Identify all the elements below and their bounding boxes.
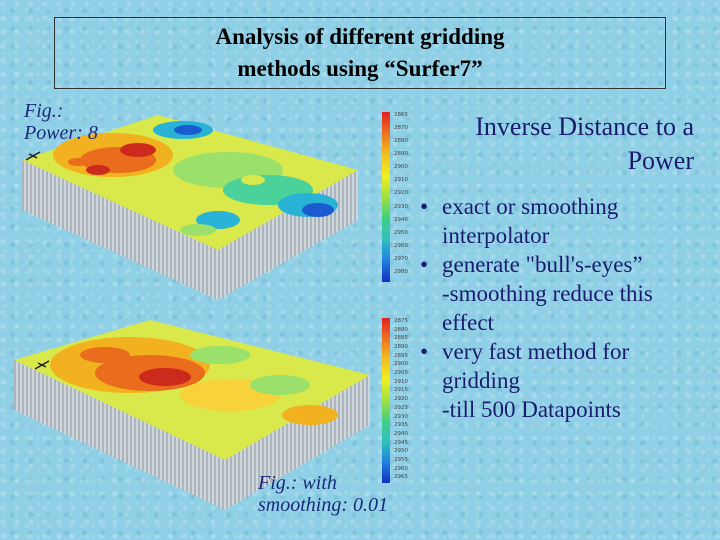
legend-tick-label: 2910 [394,177,408,184]
figure-label-line: Power: 8 [24,122,98,144]
slide-title: Analysis of different gridding methods u… [54,17,666,89]
legend-tick-label: 2890 [394,344,408,351]
bullet-item: very fast method for gridding -till 500 … [420,337,710,424]
figure-label-line: smoothing: 0.01 [258,494,388,516]
legend-tick-label: 2925 [394,404,408,411]
bullet-text: exact or smoothing interpolator [442,194,619,248]
legend-tick-label: 2950 [394,448,408,455]
figure-label-line: Fig.: [24,100,64,122]
legend-tick-label: 2865 [394,112,408,118]
legend-tick-label: 2910 [394,378,408,385]
slide-title-line1: Analysis of different gridding [215,24,505,49]
legend-tick-label: 2900 [394,164,408,171]
legend-tick-label: 2935 [394,422,408,429]
bullet-item: exact or smoothing interpolator [420,192,710,250]
legend-tick-label: 2895 [394,352,408,359]
legend-tick-label: 2940 [394,216,408,223]
legend-tick-label: 2870 [394,125,408,132]
figure-label-top: Fig.: Power: 8 [24,100,98,144]
surface-map-power-8 [22,115,358,300]
bullet-list: exact or smoothing interpolator generate… [420,192,710,424]
legend-tick-label: 2965 [394,474,408,481]
color-legend-bottom: 2875 2880 2885 2890 2895 2900 2905 2910 2915 2920… [382,318,442,488]
figure-label-line: Fig.: with [258,472,337,494]
legend-tick-label: 2950 [394,229,408,236]
legend-tick-label: 2960 [394,242,408,249]
legend-tick-label: 2930 [394,203,408,210]
legend-color-bar [382,112,390,282]
legend-tick-label: 2970 [394,255,408,262]
legend-tick-label: 2920 [394,396,408,403]
legend-tick-label: 2945 [394,439,408,446]
method-heading: Inverse Distance to a Power [420,110,694,178]
legend-tick-label: 2955 [394,456,408,463]
method-heading-line2: Power [627,146,694,175]
legend-color-bar [382,318,390,483]
legend-tick-label: 2900 [394,361,408,368]
legend-tick-label: 2880 [394,326,408,333]
legend-tick-label: 2890 [394,151,408,158]
north-arrow-icon [25,151,41,161]
figure-label-bottom: Fig.: with smoothing: 0.01 [258,472,388,516]
legend-tick-label: 2980 [394,268,408,275]
bullet-subtext: -till 500 Datapoints [442,397,621,422]
legend-tick-label: 2905 [394,370,408,377]
legend-tick-label: 2920 [394,190,408,197]
north-arrow-icon [34,360,50,370]
method-heading-line1: Inverse Distance to a [475,112,694,141]
bullet-subtext: -smoothing reduce this effect [442,281,653,335]
bullet-text: generate "bull's-eyes” [442,252,643,277]
legend-tick-label: 2930 [394,413,408,420]
legend-tick-label: 2880 [394,138,408,145]
legend-tick-label: 2940 [394,430,408,437]
surface-map-smoothing [14,320,370,510]
legend-tick-label: 2875 [394,318,408,324]
bullet-text: very fast method for gridding [442,339,630,393]
bullet-item: generate "bull's-eyes” -smoothing reduce… [420,250,710,337]
legend-tick-label: 2960 [394,465,408,472]
color-legend-top: 2865 2870 2880 2890 2900 2910 2920 2930 2940 2950… [382,112,442,287]
slide-title-line2: methods using “Surfer7” [237,56,483,81]
legend-tick-label: 2885 [394,335,408,342]
legend-tick-label: 2915 [394,387,408,394]
